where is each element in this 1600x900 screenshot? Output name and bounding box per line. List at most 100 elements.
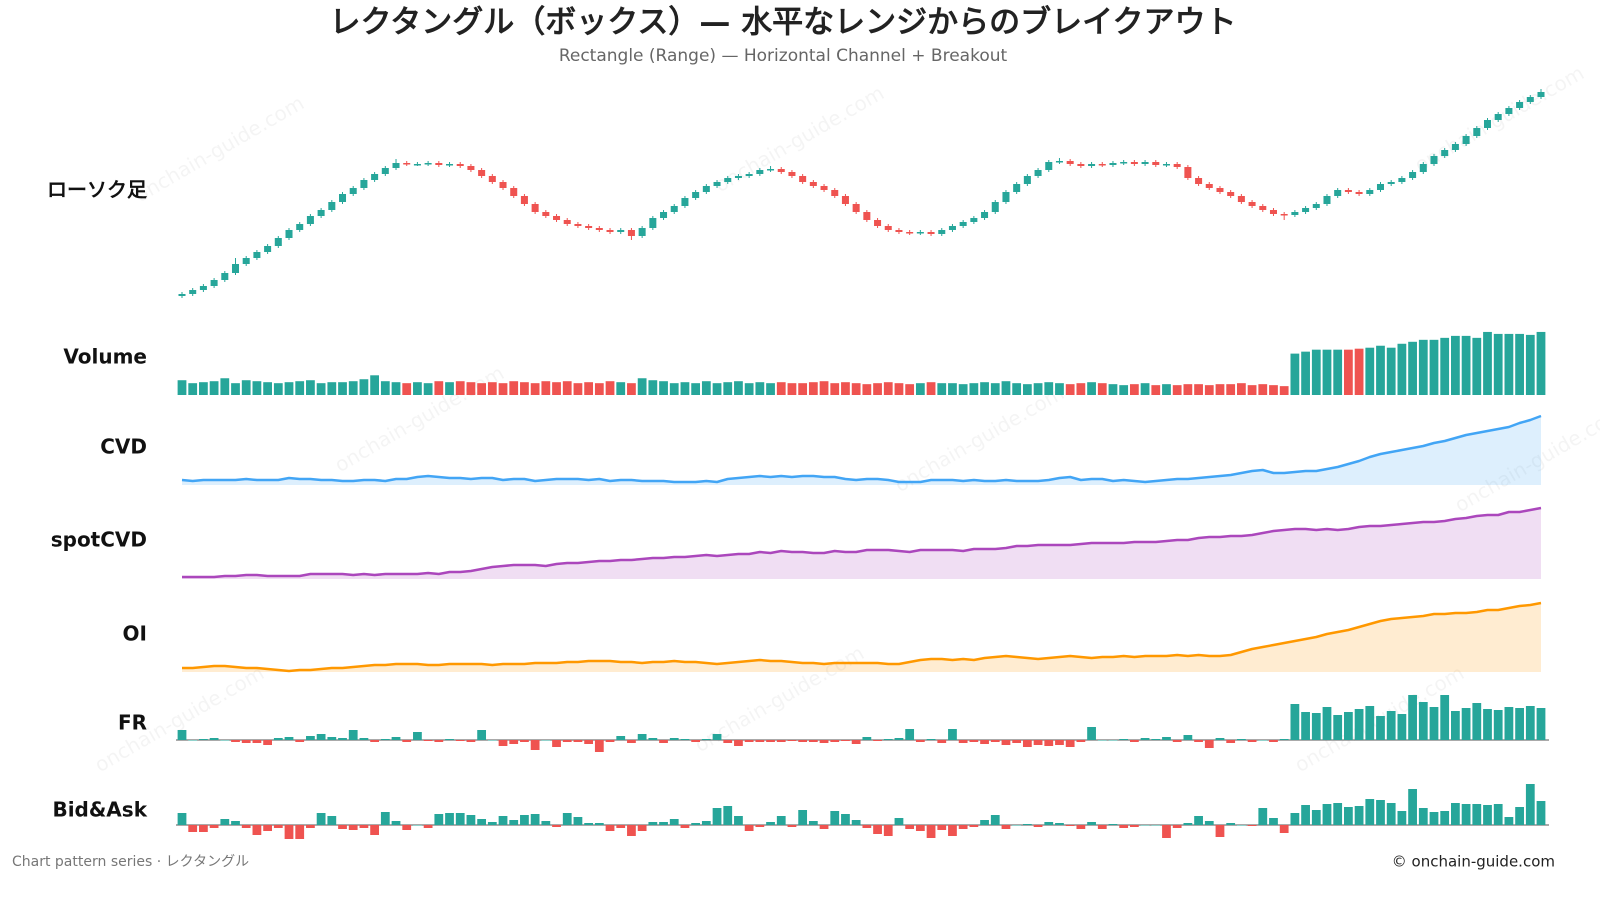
bar [359,825,369,828]
bar [830,811,840,825]
volume-bar [1343,349,1353,395]
volume-bar [905,384,915,395]
bar [348,825,358,830]
candle-body [574,224,582,226]
bar [306,736,315,740]
bar [584,823,594,825]
candle-body [1195,178,1203,184]
bar [969,740,979,742]
volume-bar [1055,383,1064,395]
bar [1012,825,1022,826]
bar [562,740,572,742]
volume-bar [808,382,818,395]
bar [295,740,305,742]
volume-bar [241,380,251,395]
bar [841,740,850,741]
candle-body [874,220,882,226]
bar [1418,808,1428,825]
bar [1301,712,1310,740]
candle-body [413,164,421,166]
bar [1376,800,1385,825]
bar [423,740,433,741]
candle-body [349,188,357,194]
volume-bar [1258,384,1268,395]
candle-body [1505,108,1513,114]
bar [1397,714,1407,740]
bar [1151,825,1161,826]
bar [1311,713,1321,740]
volume-bar [295,381,305,395]
volume-bar [477,383,487,395]
volume-bar [1472,337,1482,395]
candle-body [595,228,603,230]
chart-title: レクタングル（ボックス）— 水平なレンジからのブレイクアウト [330,5,1237,41]
bar [552,825,561,827]
bar [787,825,797,827]
candle-body [285,230,293,238]
bar [498,816,508,825]
bar [926,739,936,740]
bar [1376,716,1385,740]
bar [819,825,829,829]
bar [659,822,668,825]
volume-bar [498,383,508,395]
bar [241,740,251,743]
candle-body [788,172,796,176]
candle-body [1173,164,1181,167]
bar [306,825,315,828]
volume-bar [1376,345,1385,395]
bar [873,825,882,834]
bar [1333,803,1343,825]
bar [734,816,743,825]
volume-bar [1525,334,1535,395]
bar [627,740,636,743]
candle-body [820,186,828,190]
candle-body [478,170,486,176]
bar [1044,740,1054,746]
volume-bar [316,383,326,395]
volume-bar [177,380,187,395]
bar [520,815,529,825]
candle-body [274,238,282,246]
volume-bar [1194,384,1203,395]
bar [295,825,305,839]
bar [1440,811,1450,825]
bar [1365,706,1375,740]
volume-bar [1493,333,1503,395]
bar [1129,740,1139,742]
volume-bar [691,383,701,395]
bar [1258,740,1268,741]
line [182,506,1542,579]
volume-bar [659,381,668,395]
volume-bar [680,382,690,395]
bar [1301,805,1310,825]
volume-bar [573,383,583,395]
bar [477,730,487,740]
candle-body [1227,192,1235,196]
bar [1065,825,1075,826]
volume-bar [926,382,936,395]
volume-bar [327,382,337,395]
volume-bar [1461,335,1471,395]
bar [1087,822,1096,825]
candle-body [456,164,464,166]
bar [605,740,615,742]
candle-body [852,204,860,212]
bar [1461,804,1471,825]
watermark: onchain-guide.com [130,90,308,206]
bar [413,732,422,740]
volume-bar [1001,381,1011,395]
bar [1119,825,1129,828]
bar [605,825,615,831]
volume-bar [423,383,433,395]
bar [1033,825,1043,827]
bar [177,813,187,825]
candle-body [1077,164,1085,166]
bar [680,739,690,740]
candle-body [1419,164,1427,172]
candle-body [1205,184,1213,188]
candle-body [210,280,218,286]
volume-bar [1429,339,1439,395]
volume-bar [1022,384,1032,395]
bar [873,740,882,741]
